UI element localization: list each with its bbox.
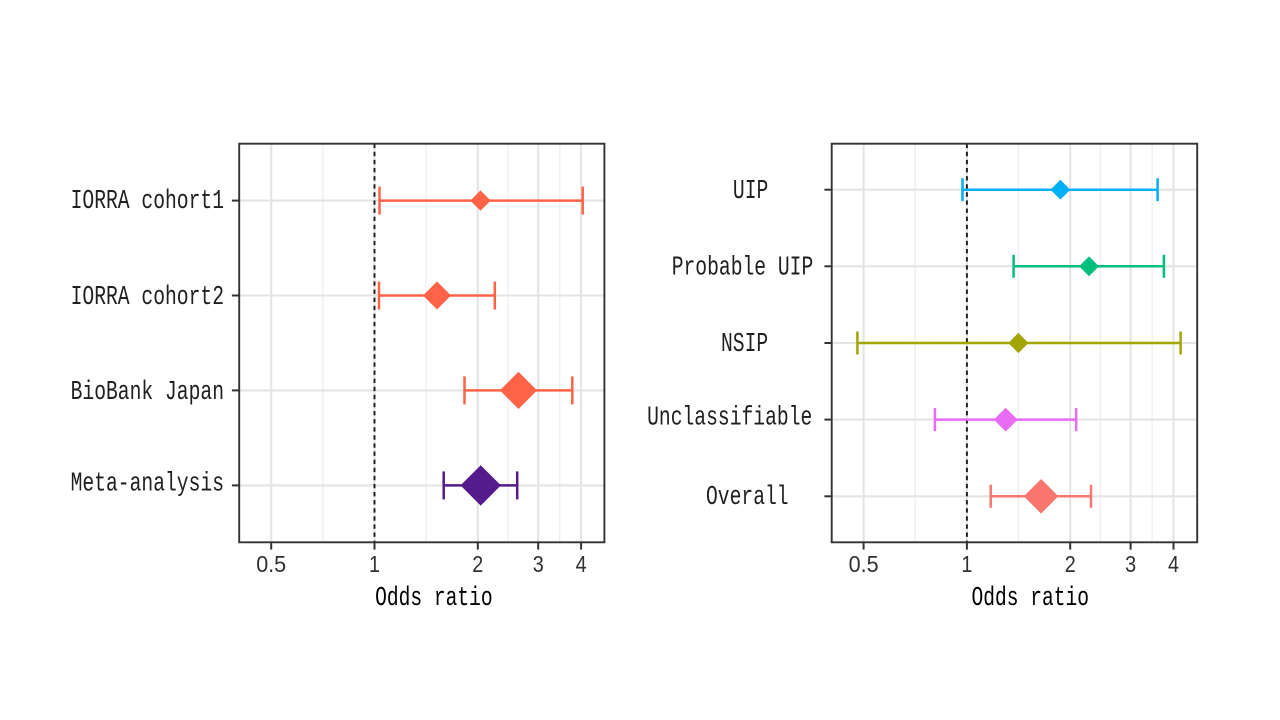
svg-text:4: 4 [1168, 551, 1179, 577]
svg-text:UIP: UIP [733, 177, 768, 207]
svg-text:IORRA cohort2: IORRA cohort2 [71, 283, 224, 313]
svg-text:0.5: 0.5 [849, 551, 879, 577]
svg-text:Meta-analysis: Meta-analysis [71, 469, 224, 499]
svg-text:Overall: Overall [706, 483, 789, 513]
svg-text:4: 4 [576, 551, 587, 577]
svg-text:2: 2 [1065, 551, 1076, 577]
svg-text:3: 3 [1125, 551, 1136, 577]
svg-text:Odds ratio: Odds ratio [375, 584, 493, 614]
svg-text:NSIP: NSIP [721, 330, 768, 360]
svg-text:Unclassifiable: Unclassifiable [647, 404, 812, 434]
svg-text:BioBank Japan: BioBank Japan [71, 378, 224, 408]
svg-text:1: 1 [369, 551, 380, 577]
svg-text:Probable UIP: Probable UIP [672, 254, 814, 284]
svg-text:Odds ratio: Odds ratio [972, 584, 1090, 614]
svg-text:2: 2 [472, 551, 483, 577]
svg-text:1: 1 [961, 551, 972, 577]
svg-text:3: 3 [533, 551, 544, 577]
svg-text:0.5: 0.5 [256, 551, 286, 577]
svg-text:IORRA cohort1: IORRA cohort1 [71, 187, 224, 217]
